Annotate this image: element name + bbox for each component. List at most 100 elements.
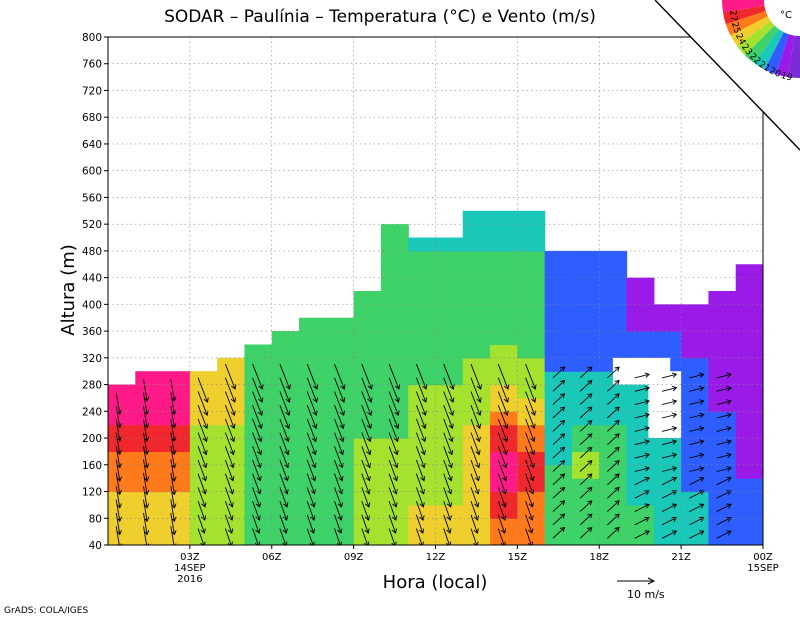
wind-vector-head [283, 502, 289, 508]
wind-vector [361, 446, 371, 468]
wind-vector [579, 380, 593, 392]
wind-vector-head [644, 385, 650, 392]
wind-vector-head [420, 476, 426, 482]
wind-vector [689, 467, 704, 472]
temperature-cell [462, 531, 491, 545]
wind-vector [170, 379, 175, 401]
temperature-cell [544, 397, 573, 412]
temperature-cell [626, 491, 655, 506]
wind-vector-head [529, 462, 535, 469]
wind-reference-arrowhead [647, 577, 656, 585]
wind-vector [607, 513, 620, 526]
wind-vector-head [340, 397, 346, 403]
x-tick-label: 18Z [589, 552, 609, 563]
wind-vector [579, 420, 593, 432]
temperature-cell [108, 397, 136, 412]
temperature-cell [490, 451, 518, 466]
wind-vector [361, 514, 369, 534]
wind-vector [579, 487, 593, 499]
wind-vector [334, 473, 343, 494]
legend-swatch [744, 25, 779, 64]
temperature-cell [735, 331, 763, 346]
temperature-cell [135, 411, 164, 426]
temperature-cell [408, 317, 437, 332]
wind-vector-head [503, 423, 509, 430]
wind-vector [470, 418, 480, 442]
wind-vector-head [448, 410, 455, 417]
temperature-cell [435, 411, 464, 426]
wind-vector [388, 514, 397, 534]
wind-vector [579, 473, 593, 486]
temperature-cell [599, 531, 628, 545]
wind-vector-head [283, 476, 289, 482]
temperature-cell [217, 518, 246, 533]
wind-vector-head [337, 528, 343, 534]
wind-vector [525, 514, 533, 534]
missing-data-areas [612, 357, 682, 439]
wind-vector-head [587, 460, 593, 466]
temperature-cell [326, 411, 355, 426]
wind-vector [197, 487, 206, 508]
wind-vector [552, 380, 565, 392]
wind-vector [115, 459, 121, 482]
wind-vector [607, 366, 620, 379]
temperature-cell [217, 451, 246, 466]
wind-vector-head [614, 526, 620, 533]
temperature-cell [735, 357, 763, 372]
temperature-cell [571, 411, 600, 426]
temperature-cell [162, 478, 191, 493]
wind-vector [197, 528, 205, 545]
wind-vector-head [500, 541, 506, 545]
wind-vector-head [559, 460, 566, 466]
wind-vector-head [231, 384, 237, 390]
wind-vector [497, 459, 507, 481]
wind-vector-head [671, 439, 678, 445]
grid-lines [108, 37, 763, 545]
wind-vector-head [310, 502, 316, 508]
wind-vector-head [421, 423, 427, 430]
wind-vector [497, 432, 507, 455]
wind-vector-head [170, 503, 177, 509]
wind-vector-head [559, 406, 566, 412]
temperature-cell [353, 451, 382, 466]
wind-vector [716, 503, 732, 513]
wind-vector-head [699, 412, 705, 419]
temperature-cell [544, 464, 573, 479]
legend-swatch [723, 5, 766, 25]
y-tick-label: 440 [82, 273, 102, 285]
temperature-cell [681, 384, 710, 399]
temperature-cell [544, 250, 573, 265]
temperature-cell [108, 531, 136, 545]
wind-vector [552, 446, 565, 459]
wind-vector [143, 379, 148, 401]
wind-vector-head [419, 528, 425, 534]
temperature-cell [408, 250, 437, 265]
temperature-cell [462, 264, 491, 279]
wind-vector-head [258, 384, 264, 390]
wind-vector [170, 499, 175, 522]
wind-vector-head [587, 473, 593, 479]
temperature-cell [681, 411, 710, 426]
temperature-cell [571, 464, 600, 479]
temperature-cell [681, 357, 710, 372]
wind-vector [661, 373, 677, 379]
temperature-cell [517, 464, 546, 479]
wind-vector-head [338, 476, 344, 482]
wind-vector [197, 459, 207, 481]
temperature-cell [517, 491, 546, 506]
temperature-cell [708, 291, 737, 305]
temperature-cell [571, 277, 600, 292]
temperature-cell [490, 277, 518, 292]
temperature-cell [571, 397, 600, 412]
wind-vector [143, 405, 148, 428]
temperature-cell [380, 478, 409, 493]
wind-vector [470, 487, 479, 508]
wind-vector-head [587, 420, 593, 426]
temperature-cell [653, 518, 682, 533]
wind-vector-head [116, 530, 122, 536]
wind-vector [552, 366, 565, 379]
wind-vector [415, 446, 425, 468]
temperature-cell [735, 344, 763, 359]
temperature-cell [326, 491, 355, 506]
